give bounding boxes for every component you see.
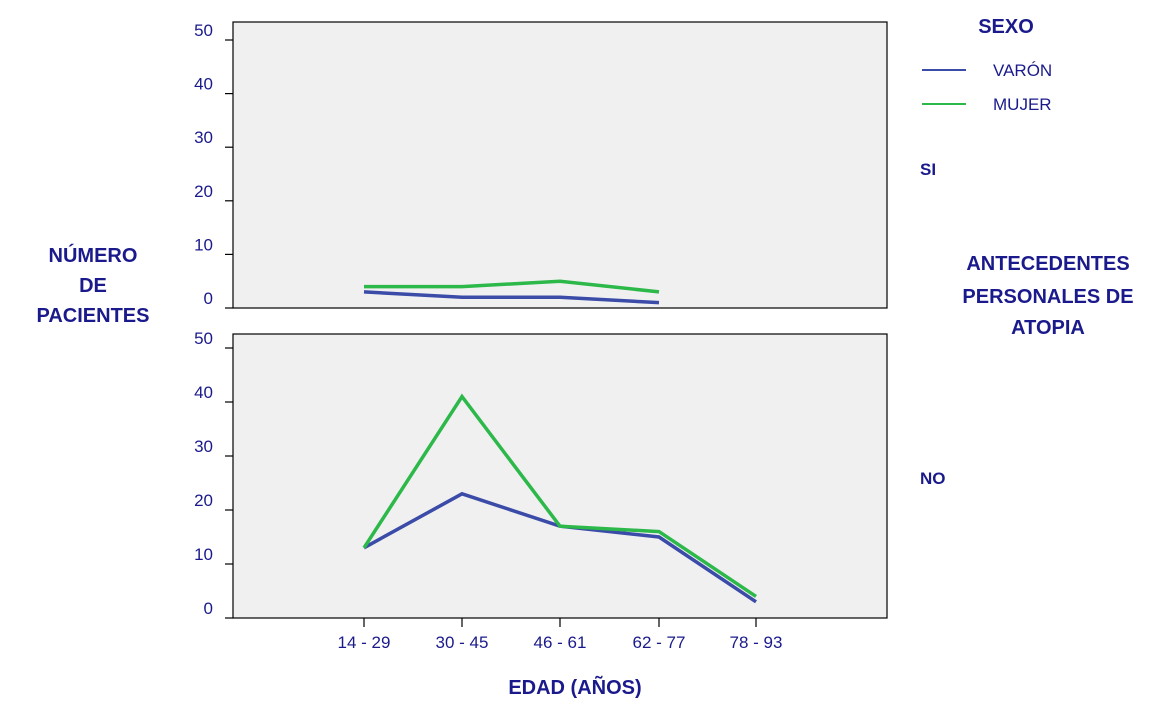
y-tick-label-si-50: 50	[194, 21, 213, 40]
legend-label-varon: VARÓN	[993, 61, 1052, 80]
y-tick-label-no-0: 0	[204, 599, 213, 618]
y-axis-label-line-2: DE	[79, 275, 107, 297]
panel-si-plot-area	[232, 21, 888, 309]
y-tick-label-no-50: 50	[194, 329, 213, 348]
facet-title-line-2: PERSONALES DE	[962, 286, 1133, 308]
x-tick-label-4: 78 - 93	[730, 633, 783, 652]
series-line-no-mujer	[362, 393, 757, 598]
x-tick-label-1: 30 - 45	[436, 633, 489, 652]
y-tick-label-no-20: 20	[194, 491, 213, 510]
y-axis-label-line-1: NÚMERO	[49, 243, 138, 267]
panel-label-no: NO	[920, 469, 946, 488]
legend-label-mujer: MUJER	[993, 95, 1052, 114]
panel-label-si: SI	[920, 160, 936, 179]
facet-title-line-1: ANTECEDENTES	[966, 253, 1129, 275]
y-tick-label-no-10: 10	[194, 545, 213, 564]
y-axis-label-line-3: PACIENTES	[37, 305, 150, 327]
facet-title-line-3: ATOPIA	[1011, 317, 1085, 339]
tick-labels: 0 10 20 30 40 50 0 10 20 30 40 50 14 - 29 30 - 45 46 -…	[194, 21, 782, 652]
y-tick-label-si-0: 0	[204, 289, 213, 308]
series-line-si-varon	[363, 290, 660, 305]
x-axis-label: EDAD (AÑOS)	[508, 676, 641, 699]
x-tick-label-3: 62 - 77	[633, 633, 686, 652]
x-tick-label-0: 14 - 29	[338, 633, 391, 652]
series-lines	[362, 279, 757, 604]
y-tick-label-no-40: 40	[194, 383, 213, 402]
y-tick-label-si-40: 40	[194, 75, 213, 94]
panel-no-plot-area	[232, 333, 888, 619]
y-tick-label-si-20: 20	[194, 182, 213, 201]
x-tick-label-2: 46 - 61	[534, 633, 587, 652]
series-line-si-mujer	[364, 279, 660, 294]
y-tick-label-no-30: 30	[194, 437, 213, 456]
axes	[225, 39, 757, 627]
y-tick-label-si-30: 30	[194, 128, 213, 147]
y-tick-label-si-10: 10	[194, 235, 213, 254]
legend-title: SEXO	[978, 16, 1034, 38]
